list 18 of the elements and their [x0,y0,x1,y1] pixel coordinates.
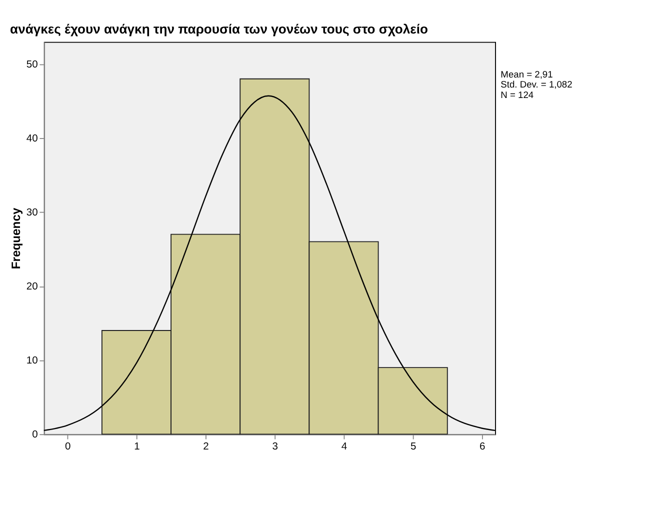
y-tick-label: 10 [26,355,38,366]
y-tick-label: 40 [26,133,38,144]
x-tick-label: 3 [272,442,278,453]
chart-title: ανάγκες έχουν ανάγκη την παρουσία των γονέων τους στο σχολείο [10,21,428,36]
x-tick-label: 1 [134,442,140,453]
x-tick-label: 2 [203,442,210,453]
y-axis-title: Frequency [8,208,23,270]
y-tick-label: 0 [32,429,38,440]
text: Mean = 2,91 [500,69,553,80]
y-tick-label: 50 [26,59,38,70]
x-tick-label: 4 [341,442,348,453]
y-tick-label: 20 [26,281,38,292]
x-tick-label: 5 [410,442,416,453]
text: N = 124 [500,90,534,100]
x-tick-label: 0 [65,442,71,453]
text: Std. Dev. = 1,082 [500,80,572,90]
x-tick-label: 6 [480,442,486,453]
y-tick-label: 30 [26,207,38,218]
